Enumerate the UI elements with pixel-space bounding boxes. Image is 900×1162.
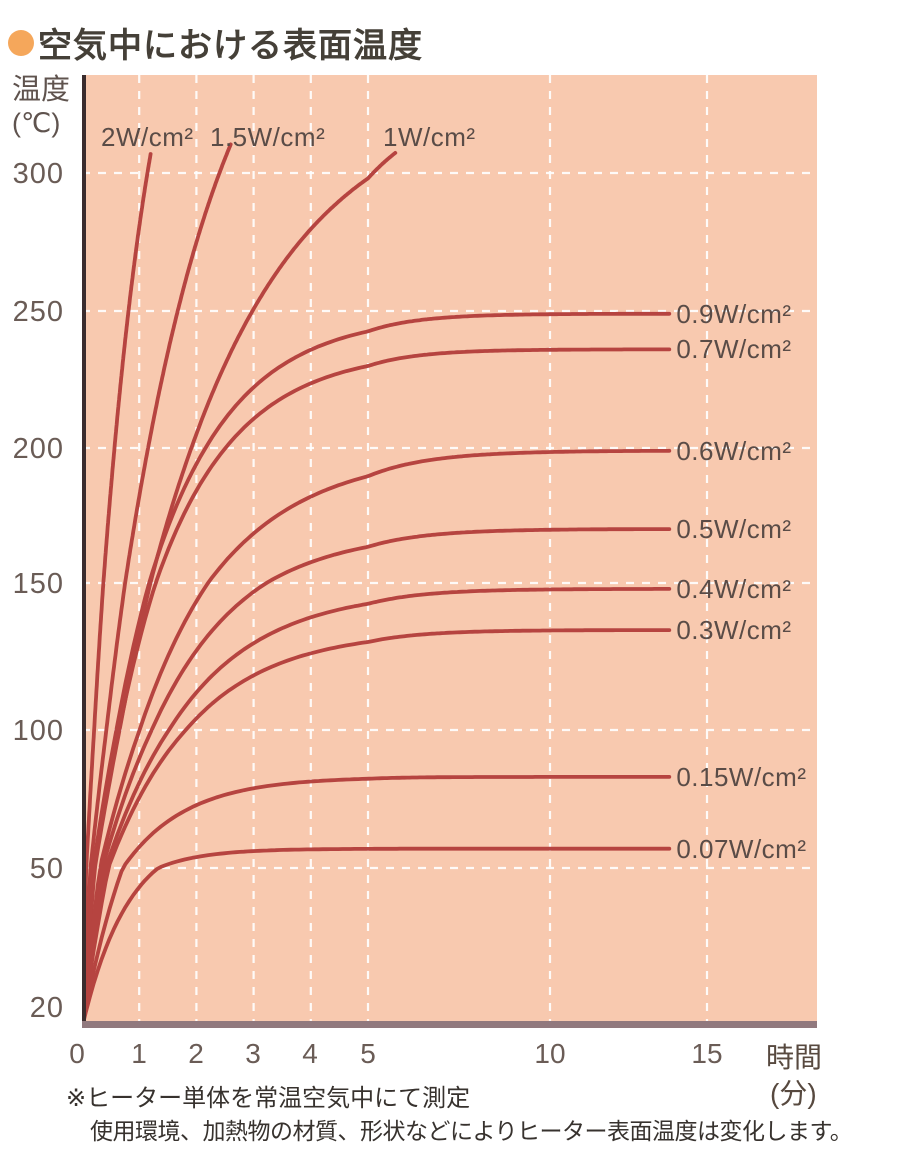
y-tick-150: 150 (12, 568, 64, 600)
curve-label-1.5Wcm: 1.5W/cm² (210, 122, 326, 152)
x-tick-15: 15 (691, 1038, 723, 1069)
curve-0.07Wcm (82, 846, 672, 1028)
plot-svg (82, 75, 817, 1028)
curve-label-1Wcm: 1W/cm² (383, 122, 476, 152)
y-axis-unit-celsius: (℃) (12, 108, 61, 138)
x-axis-line (82, 1021, 817, 1028)
x-axis-unit-label: 時間 (766, 1042, 823, 1073)
x-tick-0: 0 (69, 1038, 85, 1069)
curve-label-0.9Wcm: 0.9W/cm² (676, 298, 792, 329)
y-tick-50: 50 (29, 853, 64, 885)
curve-0.4Wcm (82, 587, 672, 1028)
x-tick-3: 3 (245, 1038, 261, 1069)
y-tick-100: 100 (12, 715, 64, 747)
curve-0.5Wcm (82, 527, 672, 1028)
chart-title-row: 空気中における表面温度 (8, 18, 423, 67)
page-title: 空気中における表面温度 (38, 27, 423, 65)
y-tick-250: 250 (12, 296, 64, 328)
x-tick-1: 1 (131, 1038, 147, 1069)
curve-label-0.3Wcm: 0.3W/cm² (676, 615, 792, 646)
x-tick-4: 4 (302, 1038, 318, 1069)
curve-label-0.07Wcm: 0.07W/cm² (676, 833, 807, 864)
y-axis-line (82, 75, 86, 1028)
x-axis-unit-minutes: (分) (770, 1078, 817, 1109)
y-tick-20: 20 (29, 992, 64, 1024)
curve-label-0.5Wcm: 0.5W/cm² (676, 514, 792, 545)
x-tick-2: 2 (188, 1038, 204, 1069)
curve-2Wcm (82, 152, 153, 1028)
plot-background (82, 75, 817, 1028)
plot-area (82, 75, 817, 1028)
curve-0.15Wcm (82, 775, 672, 1028)
curve-0.6Wcm (82, 448, 672, 1028)
x-tick-10: 10 (534, 1038, 566, 1069)
curve-0.9Wcm (82, 311, 672, 1028)
curve-label-0.7Wcm: 0.7W/cm² (676, 334, 792, 365)
title-bullet-icon (8, 29, 34, 56)
curve-label-2Wcm: 2W/cm² (101, 122, 194, 152)
curve-1.5Wcm (82, 142, 233, 1028)
x-tick-5: 5 (360, 1038, 376, 1069)
curve-label-0.15Wcm: 0.15W/cm² (676, 761, 807, 792)
y-tick-200: 200 (12, 433, 64, 465)
y-tick-300: 300 (12, 158, 64, 190)
curve-label-0.6Wcm: 0.6W/cm² (676, 435, 792, 466)
curve-0.7Wcm (82, 347, 672, 1028)
curve-0.3Wcm (82, 628, 672, 1028)
y-axis-unit-label: 温度 (12, 74, 71, 106)
footnote-disclaimer: 使用環境、加熱物の材質、形状などによりヒーター表面温度は変化します。 (90, 1118, 853, 1144)
curve-label-0.4Wcm: 0.4W/cm² (676, 573, 792, 604)
footnote-measurement: ※ヒーター単体を常温空気中にて測定 (66, 1085, 471, 1112)
